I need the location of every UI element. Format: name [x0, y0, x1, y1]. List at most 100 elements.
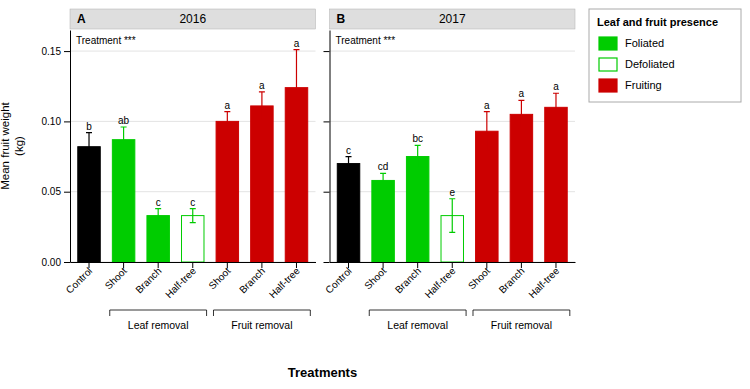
y-axis: 0.00 0.05 0.10 0.15 [42, 31, 71, 268]
sig-label: a [294, 38, 300, 49]
grid-line [330, 51, 576, 52]
chart: babccaaaControlShootBranchHalf-treeShoot… [0, 0, 750, 389]
bar [510, 114, 532, 262]
grid [70, 51, 316, 262]
sig-labels: babccaaa [86, 38, 299, 208]
bar [406, 157, 428, 262]
tick-label: Branch [133, 265, 163, 295]
group-label: Leaf removal [128, 319, 189, 331]
x-tick: Half-tree [526, 262, 561, 300]
marks [337, 93, 567, 262]
error-bar [415, 145, 421, 167]
bar [216, 121, 238, 262]
sig-label: e [449, 187, 455, 198]
tick-label: Shoot [362, 265, 388, 291]
x-tick: Half-tree [423, 262, 458, 300]
x-axis: ControlShootBranchHalf-treeShootBranchHa… [323, 262, 575, 300]
tick-label: Branch [393, 265, 423, 295]
group-label: Leaf removal [387, 319, 448, 331]
x-tick: Shoot [206, 262, 232, 291]
error-bar [121, 127, 127, 152]
error-bar [224, 112, 230, 132]
tick-mark [324, 121, 330, 122]
sig-label: bc [412, 133, 423, 144]
tick-mark [383, 262, 384, 268]
x-tick: Half-tree [163, 262, 198, 300]
legend-title: Leaf and fruit presence [597, 16, 718, 28]
legend-swatch [599, 79, 617, 92]
sig-label: c [346, 145, 351, 156]
x-tick: Half-tree [267, 262, 302, 300]
bar [372, 180, 394, 262]
y-axis-title: Mean fruit weight(kg) [0, 101, 25, 189]
group-bracket [369, 310, 466, 316]
tick-mark [64, 262, 70, 263]
sig-label: a [553, 81, 559, 92]
tick-label: Half-tree [526, 265, 561, 300]
tick-mark [324, 192, 330, 193]
error-bar [86, 133, 92, 161]
sig-label: a [484, 100, 490, 111]
sig-labels: ccdbceaaa [346, 81, 559, 197]
facet-strip [330, 9, 576, 29]
x-tick: Branch [133, 262, 163, 295]
panel: babccaaaControlShootBranchHalf-treeShoot… [0, 9, 316, 331]
sig-label: a [259, 80, 265, 91]
axis-domain [70, 31, 71, 263]
tick-mark [555, 262, 556, 268]
y-tick: 0.00 [42, 257, 70, 268]
x-tick: Shoot [466, 262, 492, 291]
tick-mark [64, 192, 70, 193]
error-bar [190, 209, 196, 223]
x-tick: Branch [237, 262, 267, 295]
panel-title: 2017 [439, 12, 466, 26]
group-label: Fruit removal [231, 319, 292, 331]
sig-label: cd [378, 161, 389, 172]
bar [337, 164, 359, 262]
tick-mark [296, 262, 297, 268]
error-bar [346, 157, 352, 171]
error-bar [484, 112, 490, 151]
group-bracket [110, 310, 207, 316]
error-bar [155, 209, 161, 223]
tick-label: Half-tree [423, 265, 458, 300]
sig-label: b [86, 121, 92, 132]
y-tick [324, 192, 330, 193]
x-tick: Shoot [103, 262, 129, 291]
tick-mark [324, 51, 330, 52]
tick-mark [521, 262, 522, 268]
tick-mark [324, 262, 330, 263]
tick-label: 0.10 [42, 116, 62, 127]
tick-mark [348, 262, 349, 268]
y-tick: 0.05 [42, 186, 70, 197]
grid-line [330, 121, 576, 122]
x-tick: Control [64, 262, 95, 296]
tick-label: Control [323, 265, 354, 296]
tick-label: Half-tree [267, 265, 302, 300]
group-bracket [213, 310, 310, 316]
sig-label: c [190, 197, 195, 208]
error-bar [449, 199, 455, 233]
error-bar [380, 173, 386, 187]
tick-label: Shoot [466, 265, 492, 291]
error-bar [293, 50, 299, 126]
legend-label: Foliated [625, 37, 664, 49]
tick-label: Control [64, 265, 95, 296]
tick-label: Half-tree [163, 265, 198, 300]
tick-label: 0.15 [42, 46, 62, 57]
tick-mark [417, 262, 418, 268]
tick-label: 0.05 [42, 186, 62, 197]
y-tick [324, 51, 330, 52]
group-bracket [473, 310, 570, 316]
legend: Leaf and fruit presence Foliated Defoliate… [589, 9, 741, 102]
legend-label: Defoliated [625, 58, 675, 70]
grid-line [70, 51, 316, 52]
stat-text: Treatment *** [76, 35, 136, 46]
tick-label: Shoot [103, 265, 129, 291]
stat-text: Treatment *** [336, 35, 396, 46]
tick-mark [123, 262, 124, 268]
tick-mark [89, 262, 90, 268]
y-tick: 0.10 [42, 116, 70, 127]
panel-letter: B [337, 12, 346, 26]
bar [545, 107, 567, 262]
